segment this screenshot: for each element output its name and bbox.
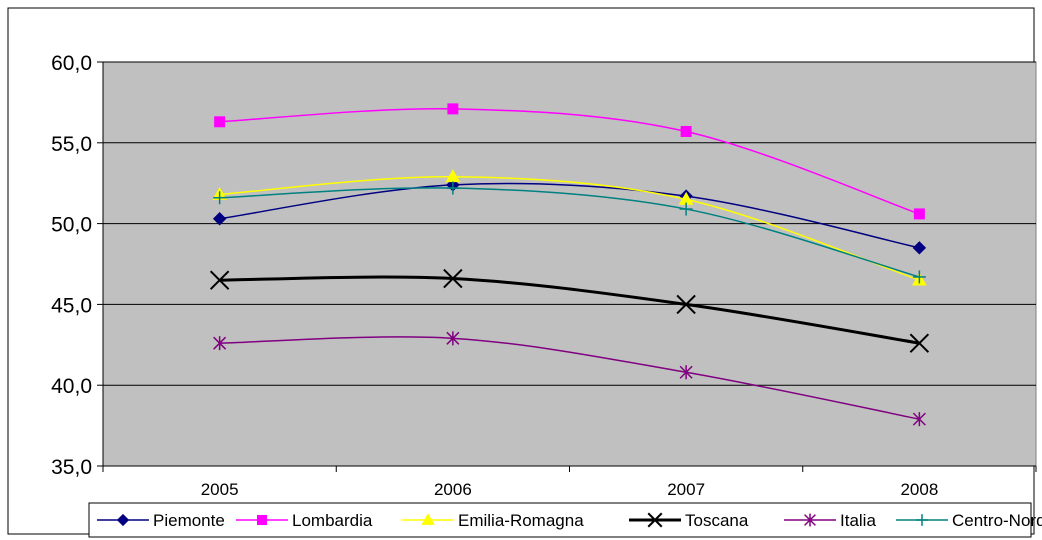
series-line-centro-nord — [219, 187, 920, 278]
x-marker-stroke — [209, 270, 230, 290]
data-point-italia — [213, 336, 227, 351]
diamond-marker — [212, 212, 227, 226]
x-tick-label: 2008 — [900, 480, 938, 499]
plot-area — [102, 61, 1037, 467]
series-toscana — [209, 268, 930, 353]
data-point-toscana — [209, 270, 230, 290]
x-marker-stroke — [909, 333, 930, 353]
data-point-lombardia — [913, 208, 925, 220]
x-marker-stroke — [676, 294, 696, 315]
data-point-italia — [446, 331, 460, 346]
data-point-centro-nord — [213, 191, 227, 205]
y-tick-label: 45,0 — [51, 294, 92, 317]
data-point-italia — [679, 365, 693, 380]
series-centro-nord — [213, 181, 926, 284]
y-tick-label: 35,0 — [51, 456, 92, 479]
x-tick-label: 2007 — [667, 480, 705, 499]
legend-label: Toscana — [685, 511, 749, 530]
legend-label: Emilia-Romagna — [458, 511, 584, 530]
legend-item-lombardia: Lombardia — [236, 511, 373, 530]
x-tick-label: 2005 — [201, 480, 239, 499]
data-point-piemonte — [912, 241, 927, 255]
legend-item-centro-nord: Centro-Nord — [896, 511, 1042, 530]
series-line-lombardia — [219, 107, 920, 215]
legend-marker — [647, 512, 663, 528]
axes: 35,0 40,0 45,0 50,0 55,0 60,0 2005 2006 2007 2008 — [51, 52, 1037, 499]
legend-item-italia: Italia — [784, 511, 876, 530]
legend-marker — [804, 513, 816, 527]
y-tick-label: 50,0 — [51, 214, 92, 237]
data-point-centro-nord — [912, 270, 926, 284]
legend-marker — [916, 514, 928, 526]
square-marker — [257, 515, 267, 525]
diamond-marker — [912, 241, 927, 255]
x-marker-stroke — [647, 512, 663, 528]
triangle-marker — [421, 513, 435, 525]
x-marker-stroke — [443, 268, 463, 289]
legend-item-emilia-romagna: Emilia-Romagna — [402, 511, 584, 530]
data-point-italia — [912, 412, 926, 427]
gridlines — [103, 61, 1036, 386]
legend-label: Italia — [840, 511, 876, 530]
data-point-lombardia — [447, 103, 459, 115]
series-line-toscana — [219, 275, 920, 345]
legend-marker — [421, 513, 435, 525]
data-point-lombardia — [680, 125, 692, 137]
square-marker — [214, 116, 226, 128]
series-line-emilia-romagna — [219, 175, 920, 281]
data-point-toscana — [909, 333, 930, 353]
y-tick-label: 55,0 — [51, 133, 92, 156]
diamond-marker — [116, 513, 130, 527]
series-italia — [213, 331, 926, 427]
legend-marker — [116, 513, 130, 527]
y-tick-label: 40,0 — [51, 375, 92, 398]
series-line-italia — [219, 336, 920, 420]
series-line-piemonte — [219, 182, 920, 249]
series-layer — [209, 103, 930, 427]
data-point-piemonte — [212, 212, 227, 226]
legend-marker — [257, 515, 267, 525]
data-point-toscana — [676, 294, 696, 315]
series-lombardia — [214, 103, 925, 220]
legend: Piemonte Lombardia Emilia-Romagna Toscana It… — [88, 502, 1042, 538]
y-tick-label: 60,0 — [51, 52, 92, 75]
legend-item-piemonte: Piemonte — [97, 511, 225, 530]
square-marker — [447, 103, 459, 115]
legend-item-toscana: Toscana — [629, 511, 749, 530]
legend-label: Centro-Nord — [952, 511, 1042, 530]
data-point-centro-nord — [679, 202, 693, 216]
square-marker — [680, 125, 692, 137]
data-point-toscana — [443, 268, 463, 289]
legend-label: Piemonte — [153, 511, 225, 530]
legend-label: Lombardia — [292, 511, 373, 530]
data-point-lombardia — [214, 116, 226, 128]
square-marker — [913, 208, 925, 220]
data-point-centro-nord — [446, 181, 460, 195]
x-tick-label: 2006 — [434, 480, 472, 499]
